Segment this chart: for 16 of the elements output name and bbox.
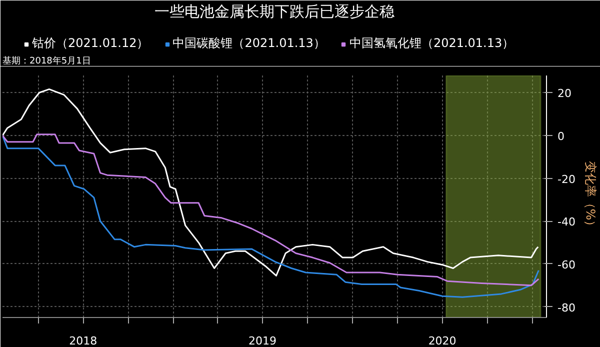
y-tick-label: -20 (558, 172, 576, 186)
y-axis-title: 变化率（%） (583, 160, 598, 232)
x-tick-label: 2018 (69, 334, 98, 347)
y-tick-label: 0 (558, 130, 564, 143)
y-tick-label: -80 (558, 301, 576, 314)
x-tick-label: 2019 (248, 334, 276, 347)
y-tick-label: -60 (558, 258, 576, 272)
text: 基期：2018年5月1日 (2, 56, 91, 66)
legend-label: 中国碳酸锂（2021.01.13） (172, 35, 326, 52)
line-series (2, 88, 539, 276)
legend-label: 中国氢氧化锂（2021.01.13） (349, 35, 514, 52)
x-tick-label: 2020 (428, 334, 456, 347)
y-tick-label: 20 (558, 87, 572, 100)
legend-label: 钴价（2021.01.12） (32, 35, 149, 52)
chart-title: 一些电池金属长期下跌后已逐步企稳 (154, 2, 394, 20)
y-tick-label: -40 (558, 216, 576, 229)
